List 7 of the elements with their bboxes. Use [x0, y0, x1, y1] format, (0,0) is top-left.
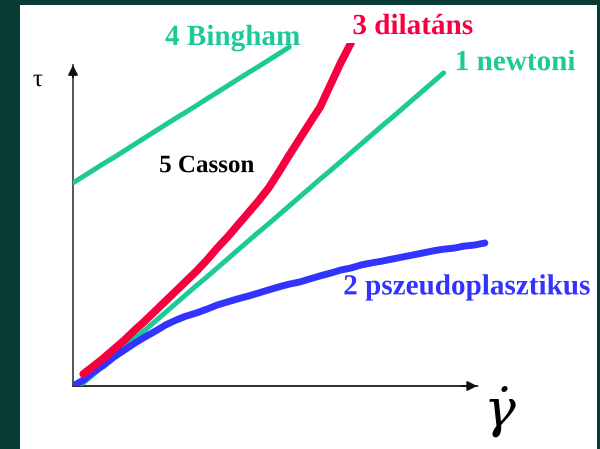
series-label: 1 newtoni: [457, 50, 576, 70]
series-label: 3 dilatáns: [353, 14, 472, 34]
series-label: 2 pszeudoplasztikus: [344, 274, 590, 301]
x-axis-title: γ̇: [489, 386, 516, 438]
series-label: 4 Bingham: [165, 24, 300, 52]
y-axis-title: τ: [33, 74, 42, 86]
annotation: 5 Casson: [160, 156, 254, 172]
